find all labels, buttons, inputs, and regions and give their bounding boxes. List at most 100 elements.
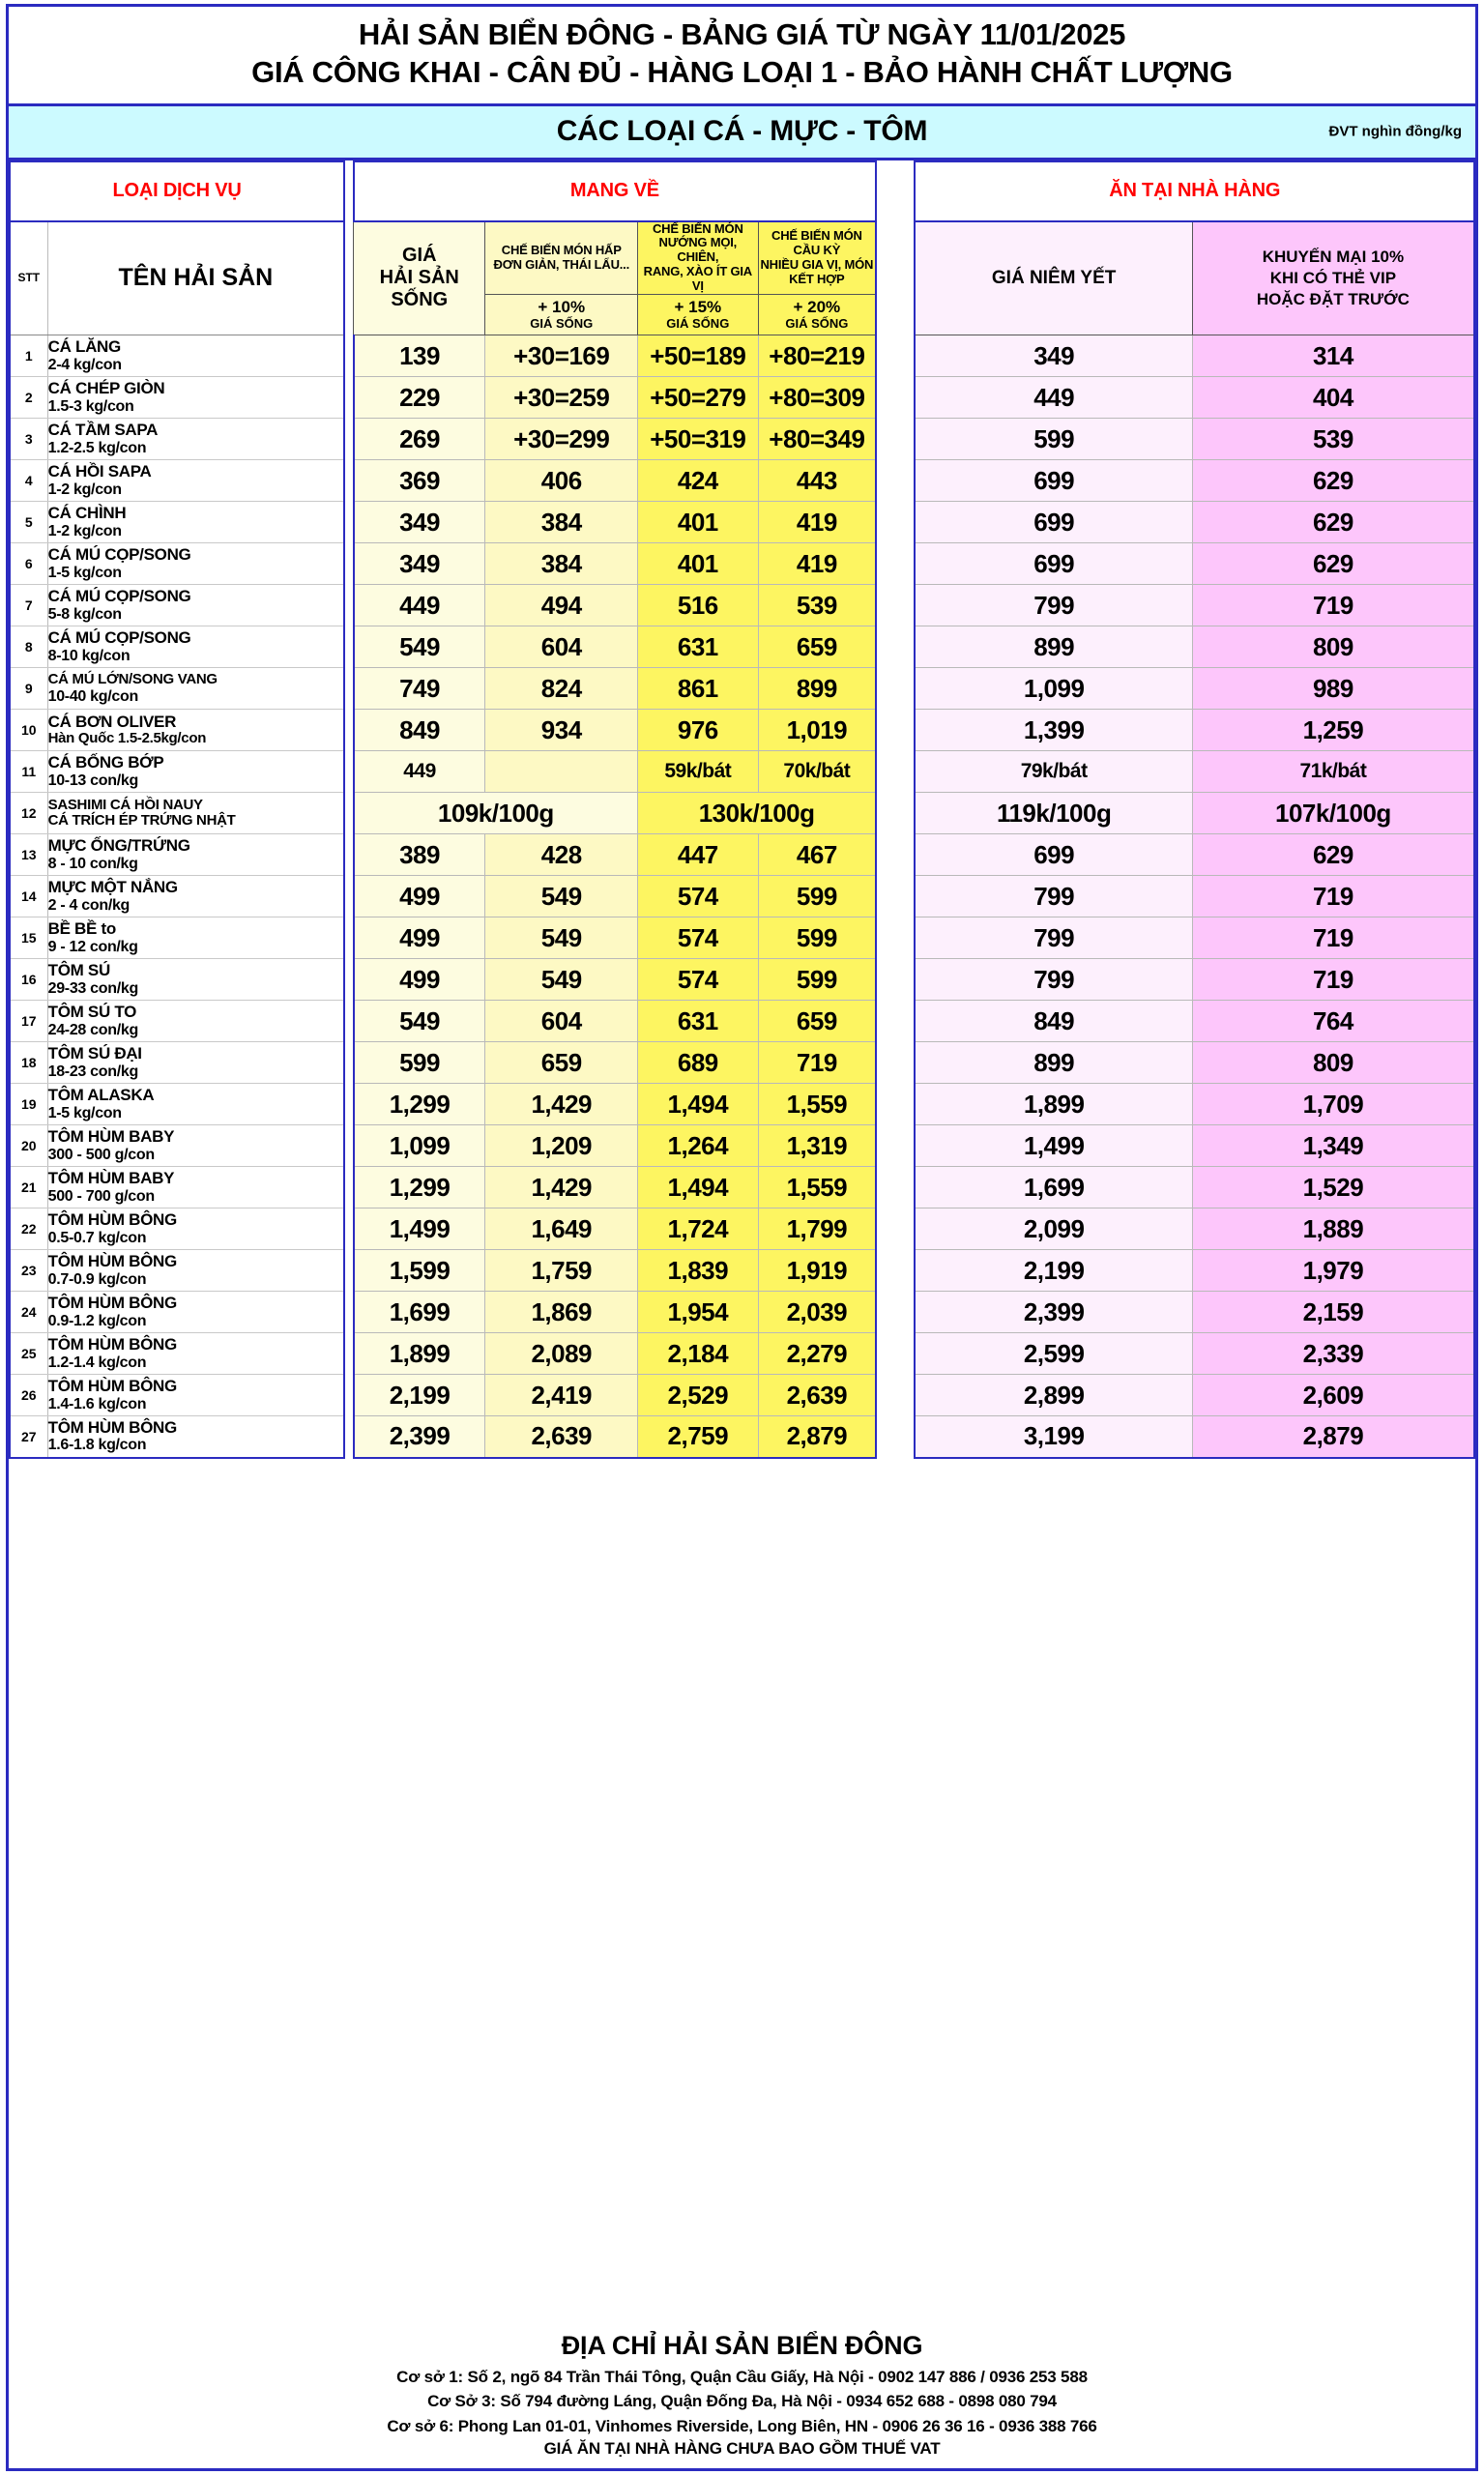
row-index: 5 (8, 501, 48, 544)
price-khuyen: 809 (1192, 1041, 1475, 1085)
live-price-line2: HẢI SẢN (379, 267, 459, 289)
prep10-desc-line2: ĐƠN GIẢN, THÁI LẨU... (493, 256, 630, 272)
price-p10: 1,209 (484, 1124, 639, 1168)
price-p10: 384 (484, 501, 639, 544)
promo-line3: HOẶC ĐẶT TRƯỚC (1256, 289, 1410, 308)
price-p15: 516 (637, 584, 759, 627)
price-niem: 799 (914, 958, 1193, 1002)
live-price-line3: SỐNG (391, 289, 449, 311)
spacer-cell (344, 1291, 354, 1333)
column-header-listed-price: GIÁ NIÊM YẾT (914, 219, 1193, 336)
spacer-4 (876, 220, 916, 335)
spacer-cell (876, 501, 916, 543)
price-p15: 631 (637, 1000, 759, 1043)
price-p10: +30=169 (484, 335, 639, 378)
price-khuyen: 1,889 (1192, 1208, 1475, 1251)
price-list-frame: HẢI SẢN BIỂN ĐÔNG - BẢNG GIÁ TỪ NGÀY 11/… (6, 4, 1478, 2471)
spacer-cell (876, 376, 916, 419)
prep15-desc-line2: NƯỚNG MỌI, CHIÊN, (658, 235, 738, 265)
price-khuyen: 1,979 (1192, 1249, 1475, 1293)
column-header-prep10-pct: + 10% GIÁ SỐNG (484, 294, 639, 336)
price-p15: 574 (637, 875, 759, 918)
price-khuyen: 809 (1192, 626, 1475, 669)
item-name-cell: TÔM HÙM BÔNG 0.5-0.7 kg/con (47, 1208, 346, 1251)
row-index: 20 (8, 1124, 48, 1168)
spacer-cell (344, 459, 354, 502)
column-header-prep10-desc: CHẾ BIẾN MÓN HẤP ĐƠN GIẢN, THÁI LẨU... (484, 219, 639, 296)
spacer-cell (344, 917, 354, 959)
price-live: 749 (352, 667, 486, 711)
item-name-cell: MỰC ỐNG/TRỨNG 8 - 10 con/kg (47, 833, 346, 877)
item-name: TÔM HÙM BÔNG (47, 1210, 178, 1230)
price-p20: 899 (758, 667, 878, 711)
row-index: 12 (8, 792, 48, 835)
price-live: 499 (352, 917, 486, 960)
price-p20: 1,799 (758, 1208, 878, 1251)
table-row: 24 TÔM HÙM BÔNG 0.9-1.2 kg/con 1,699 1,869 1,… (8, 1291, 1475, 1334)
price-khuyen: 404 (1192, 376, 1475, 420)
price-p10: 428 (484, 833, 639, 877)
price-live: 2,199 (352, 1374, 486, 1417)
promo-line2: KHI CÓ THẺ VIP (1269, 268, 1397, 287)
price-rows: 1 CÁ LĂNG 2-4 kg/con 139 +30=169 +50=189 +80=2… (8, 335, 1475, 1459)
item-name: CÁ MÚ CỌP/SONG (47, 587, 191, 606)
item-name: MỰC ỐNG/TRỨNG (47, 836, 190, 856)
spacer-cell (344, 1083, 354, 1125)
prep20-desc-line3: KẾT HỢP (789, 271, 845, 286)
prep15-desc-line1: CHẾ BIẾN MÓN (652, 220, 743, 236)
price-p10: +30=299 (484, 418, 639, 461)
price-khuyen: 1,349 (1192, 1124, 1475, 1168)
price-khuyen: 2,159 (1192, 1291, 1475, 1334)
price-live: 269 (352, 418, 486, 461)
spacer-cell (344, 833, 354, 876)
item-name: CÁ CHÉP GIÒN (47, 379, 165, 398)
price-p15: 401 (637, 542, 759, 586)
column-header-prep15-pct: + 15% GIÁ SỐNG (637, 294, 759, 336)
item-name-cell: CÁ CHÌNH 1-2 kg/con (47, 501, 346, 544)
row-index: 17 (8, 1000, 48, 1043)
row-index: 8 (8, 626, 48, 669)
item-size: 1-5 kg/con (47, 1104, 122, 1121)
spacer-cell (876, 418, 916, 460)
price-niem: 849 (914, 1000, 1193, 1043)
item-size: 8-10 kg/con (47, 647, 131, 664)
item-name-cell: TÔM HÙM BÔNG 0.7-0.9 kg/con (47, 1249, 346, 1293)
table-row: 16 TÔM SÚ 29-33 con/kg 499 549 574 599 799 719 (8, 958, 1475, 1002)
price-p20: 659 (758, 626, 878, 669)
price-khuyen: 314 (1192, 335, 1475, 378)
column-header-promo: KHUYẾN MẠI 10% KHI CÓ THẺ VIP HOẶC ĐẶT T… (1191, 219, 1475, 336)
row-index: 7 (8, 584, 48, 627)
spacer-cell (876, 1374, 916, 1416)
page-title-line2: GIÁ CÔNG KHAI - CÂN ĐỦ - HÀNG LOẠI 1 - B… (251, 54, 1233, 89)
item-name-cell: TÔM HÙM BABY 500 - 700 g/con (47, 1166, 346, 1209)
price-p15: 1,954 (637, 1291, 759, 1334)
price-live: 229 (352, 376, 486, 420)
spacer-cell (876, 626, 916, 668)
price-niem: 2,199 (914, 1249, 1193, 1293)
spacer-cell (876, 1041, 916, 1084)
price-live: 109k/100g (352, 792, 639, 835)
price-khuyen: 629 (1192, 833, 1475, 877)
item-name: CÁ CHÌNH (47, 504, 127, 523)
price-p20: 130k/100g (637, 792, 878, 835)
price-khuyen: 2,609 (1192, 1374, 1475, 1417)
spacer-cell (876, 1000, 916, 1042)
table-row: 2 CÁ CHÉP GIÒN 1.5-3 kg/con 229 +30=259 +50=2… (8, 376, 1475, 420)
price-p15: 861 (637, 667, 759, 711)
table-row: 18 TÔM SÚ ĐẠI 18-23 con/kg 599 659 689 719 899 8… (8, 1041, 1475, 1085)
price-niem: 1,399 (914, 709, 1193, 752)
spacer-cell (876, 1083, 916, 1125)
price-khuyen: 2,339 (1192, 1332, 1475, 1376)
price-p10: 406 (484, 459, 639, 503)
price-niem: 79k/bát (914, 750, 1193, 794)
price-p20: 659 (758, 1000, 878, 1043)
price-niem: 1,099 (914, 667, 1193, 711)
price-p10: 604 (484, 1000, 639, 1043)
item-name-cell: CÁ BƠN OLIVER Hàn Quốc 1.5-2.5kg/con (47, 709, 346, 752)
price-p10: 824 (484, 667, 639, 711)
prep10-pct: + 10% (538, 298, 586, 317)
item-name: TÔM HÙM BÔNG (47, 1377, 178, 1396)
price-p15: 2,184 (637, 1332, 759, 1376)
price-live: 1,699 (352, 1291, 486, 1334)
item-size: 0.5-0.7 kg/con (47, 1229, 147, 1246)
